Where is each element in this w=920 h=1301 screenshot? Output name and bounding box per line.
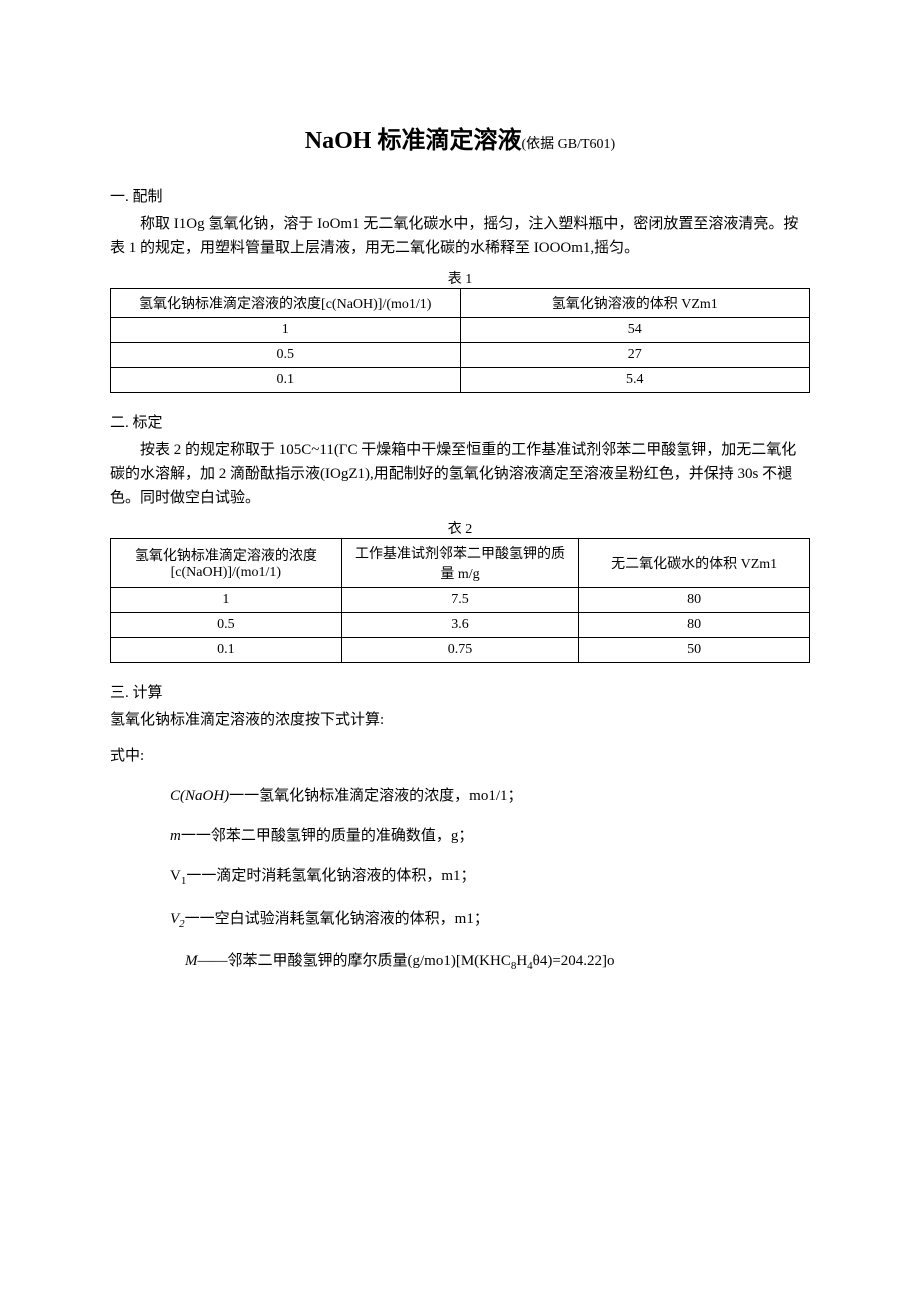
table-1-header-row: 氢氧化钠标准滴定溶液的浓度[c(NaOH)]/(mo1/1) 氢氧化钠溶液的体积… — [111, 289, 810, 318]
definition-line: V2一一空白试验消耗氢氧化钠溶液的体积，m1； — [170, 907, 810, 934]
section-1-body: 称取 I1Og 氢氧化钠，溶于 IoOm1 无二氧化碳水中，摇匀，注入塑料瓶中，… — [110, 212, 810, 260]
def-text: 一一邻苯二甲酸氢钾的质量的准确数值，g； — [181, 828, 474, 844]
table-1-header-2: 氢氧化钠溶液的体积 VZm1 — [460, 289, 810, 318]
section-3-line-2: 式中: — [110, 744, 810, 768]
definition-line: M——邻苯二甲酸氢钾的摩尔质量(g/mo1)[M(KHC8H4θ4)=204.2… — [185, 949, 810, 976]
table-row: 0.1 5.4 — [111, 368, 810, 393]
title-sub: (依据 GB/T601) — [521, 137, 615, 152]
table-2-header-3: 无二氧化碳水的体积 VZm1 — [579, 539, 810, 588]
def-symbol: V — [170, 868, 181, 884]
table-cell: 0.1 — [111, 368, 461, 393]
table-cell: 5.4 — [460, 368, 810, 393]
section-1-heading: 一. 配制 — [110, 185, 810, 206]
table-2: 氢氧化钠标准滴定溶液的浓度 [c(NaOH)]/(mo1/1) 工作基准试剂邻苯… — [110, 538, 810, 663]
section-2-body: 按表 2 的规定称取于 105C~11(ГC 干燥箱中干燥至恒重的工作基准试剂邻… — [110, 438, 810, 510]
table-2-header-2: 工作基准试剂邻苯二甲酸氢钾的质量 m/g — [341, 539, 579, 588]
table-cell: 80 — [579, 613, 810, 638]
table-cell: 0.1 — [111, 638, 342, 663]
table-2-header-row: 氢氧化钠标准滴定溶液的浓度 [c(NaOH)]/(mo1/1) 工作基准试剂邻苯… — [111, 539, 810, 588]
def-text: 一一空白试验消耗氢氧化钠溶液的体积，m1； — [185, 911, 489, 927]
table-cell: 50 — [579, 638, 810, 663]
table-cell: 1 — [111, 588, 342, 613]
definition-line: C(NaOH)一一氢氧化钠标准滴定溶液的浓度，mo1/1； — [170, 784, 810, 808]
def-text: 一一氢氧化钠标准滴定溶液的浓度，mo1/1； — [229, 788, 522, 804]
table-cell: 0.5 — [111, 343, 461, 368]
table-cell: 54 — [460, 318, 810, 343]
section-2-heading: 二. 标定 — [110, 411, 810, 432]
definition-line: V1一一滴定时消耗氢氧化钠溶液的体积，m1； — [170, 864, 810, 891]
table-cell: 0.75 — [341, 638, 579, 663]
table-2-header-1: 氢氧化钠标准滴定溶液的浓度 [c(NaOH)]/(mo1/1) — [111, 539, 342, 588]
table-2-caption: 衣 2 — [110, 518, 810, 538]
section-3-line-1: 氢氧化钠标准滴定溶液的浓度按下式计算: — [110, 708, 810, 732]
table-cell: 7.5 — [341, 588, 579, 613]
def-mid: H — [516, 953, 527, 969]
document-page: NaOH 标准滴定溶液(依据 GB/T601) 一. 配制 称取 I1Og 氢氧… — [0, 0, 920, 1301]
definition-line: m一一邻苯二甲酸氢钾的质量的准确数值，g； — [170, 824, 810, 848]
def-symbol: C(NaOH) — [170, 788, 229, 804]
def-tail: θ4)=204.22]o — [533, 953, 615, 969]
def-symbol: M — [185, 953, 198, 969]
table-cell: 1 — [111, 318, 461, 343]
def-symbol: m — [170, 828, 181, 844]
table-row: 1 54 — [111, 318, 810, 343]
title-main: NaOH 标准滴定溶液 — [305, 128, 522, 154]
def-text: 一一滴定时消耗氢氧化钠溶液的体积，m1； — [186, 868, 475, 884]
table-1-caption: 表 1 — [110, 268, 810, 288]
table-1-header-1: 氢氧化钠标准滴定溶液的浓度[c(NaOH)]/(mo1/1) — [111, 289, 461, 318]
def-text: ——邻苯二甲酸氢钾的摩尔质量(g/mo1)[M(KHC — [198, 953, 511, 969]
table-cell: 0.5 — [111, 613, 342, 638]
section-3-heading: 三. 计算 — [110, 681, 810, 702]
document-title: NaOH 标准滴定溶液(依据 GB/T601) — [110, 120, 810, 155]
def-symbol: V — [170, 911, 179, 927]
table-row: 0.5 3.6 80 — [111, 613, 810, 638]
table-cell: 80 — [579, 588, 810, 613]
table-cell: 27 — [460, 343, 810, 368]
section-3: 三. 计算 氢氧化钠标准滴定溶液的浓度按下式计算: 式中: C(NaOH)一一氢… — [110, 681, 810, 976]
table-row: 1 7.5 80 — [111, 588, 810, 613]
table-row: 0.5 27 — [111, 343, 810, 368]
table-1: 氢氧化钠标准滴定溶液的浓度[c(NaOH)]/(mo1/1) 氢氧化钠溶液的体积… — [110, 288, 810, 393]
table-cell: 3.6 — [341, 613, 579, 638]
table-row: 0.1 0.75 50 — [111, 638, 810, 663]
